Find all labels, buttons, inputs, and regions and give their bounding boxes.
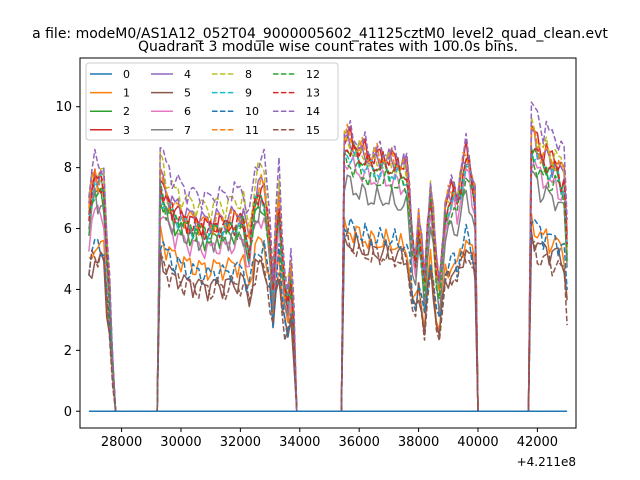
chart-title: Quadrant 3 module wise count rates with … <box>138 39 518 55</box>
legend-label: 3 <box>123 124 130 137</box>
x-tick-label: 38000 <box>398 435 439 450</box>
y-tick-label: 0 <box>64 405 72 420</box>
legend-label: 4 <box>184 68 191 81</box>
x-tick-label: 40000 <box>457 435 498 450</box>
x-axis: 28000 30000 32000 34000 36000 38000 40000 42000 <box>101 428 558 450</box>
y-tick-label: 10 <box>55 100 72 115</box>
legend-frame <box>85 62 339 141</box>
y-tick-label: 6 <box>64 222 72 237</box>
legend-label: 5 <box>184 87 191 100</box>
series-line-14 <box>88 101 568 413</box>
legend-label: 14 <box>306 105 320 118</box>
x-tick-label: 36000 <box>339 435 380 450</box>
y-axis: 0 2 4 6 8 10 <box>55 100 80 420</box>
x-tick-label: 34000 <box>279 435 320 450</box>
x-tick-label: 28000 <box>101 435 142 450</box>
x-tick-label: 30000 <box>160 435 201 450</box>
x-tick-label: 42000 <box>517 435 558 450</box>
x-offset-label: +4.211e8 <box>517 455 576 469</box>
figure-suptitle: a file: modeM0/AS1A12_052T04_9000005602_… <box>32 26 608 42</box>
legend-label: 0 <box>123 68 130 81</box>
legend-label: 6 <box>184 105 191 118</box>
legend-label: 9 <box>245 87 252 100</box>
legend-label: 7 <box>184 124 191 137</box>
legend-label: 12 <box>306 68 320 81</box>
legend-label: 8 <box>245 68 252 81</box>
series-layer <box>88 101 568 413</box>
legend-label: 2 <box>123 105 130 118</box>
plot-frame <box>79 57 577 429</box>
legend-label: 15 <box>306 124 320 137</box>
x-tick-label: 32000 <box>220 435 261 450</box>
y-tick-label: 4 <box>64 283 72 298</box>
legend-label: 13 <box>306 87 320 100</box>
y-tick-label: 8 <box>64 161 72 176</box>
y-tick-label: 2 <box>64 344 72 359</box>
legend-label: 1 <box>123 87 130 100</box>
legend-label: 10 <box>245 105 259 118</box>
legend-label: 11 <box>245 124 259 137</box>
